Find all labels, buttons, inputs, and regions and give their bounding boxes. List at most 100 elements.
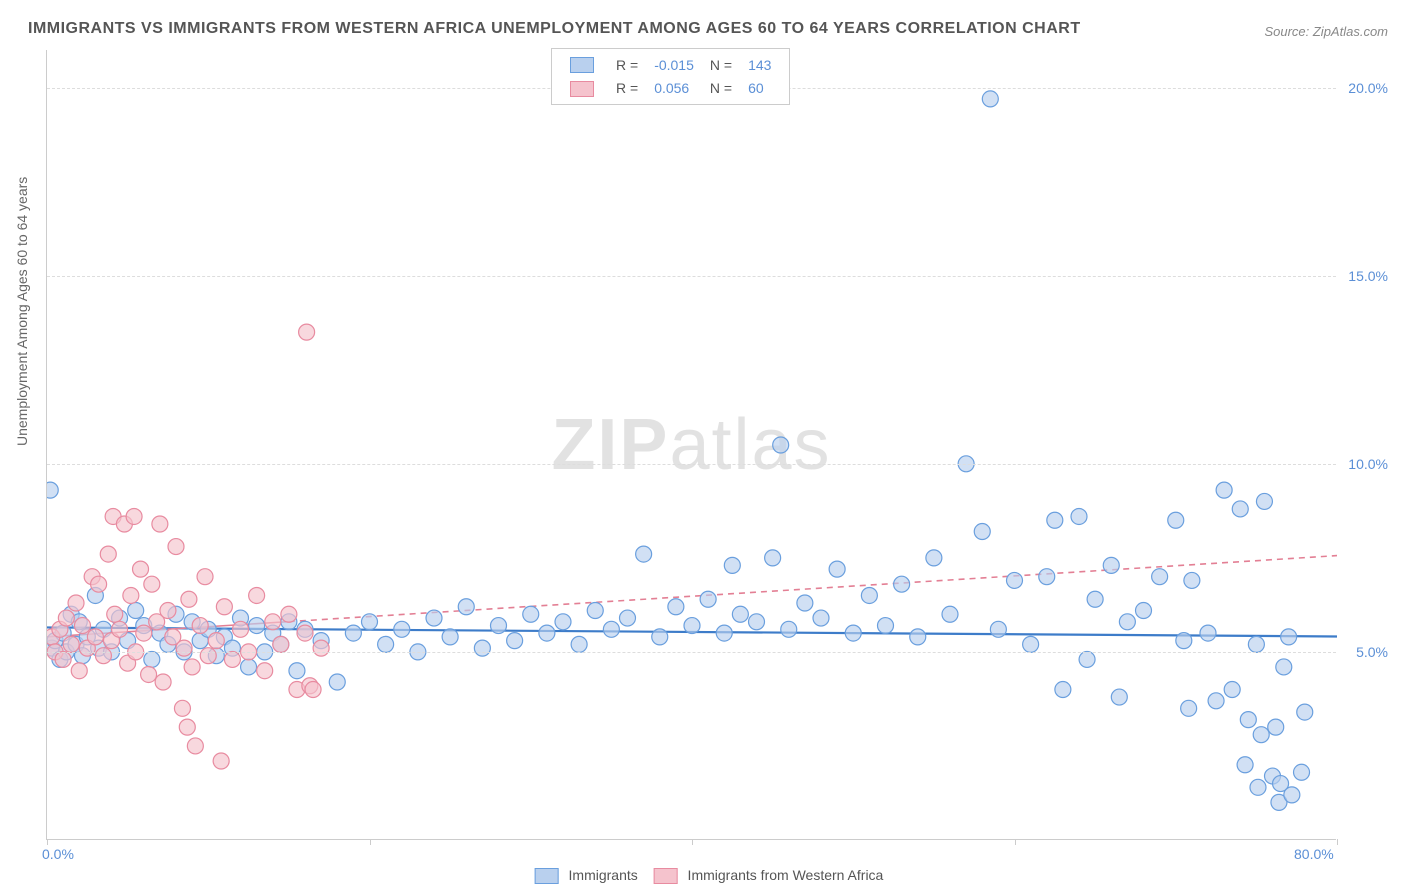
x-tick bbox=[1337, 839, 1338, 845]
data-point bbox=[1284, 787, 1300, 803]
y-axis-label: Unemployment Among Ages 60 to 64 years bbox=[14, 177, 30, 446]
n-label-2: N = bbox=[702, 76, 740, 99]
legend-bottom-label-1: Immigrants bbox=[569, 867, 638, 883]
x-tick bbox=[47, 839, 48, 845]
scatter-svg bbox=[47, 50, 1337, 840]
data-point bbox=[700, 591, 716, 607]
data-point bbox=[249, 618, 265, 634]
data-point bbox=[265, 614, 281, 630]
legend-bottom-label-2: Immigrants from Western Africa bbox=[688, 867, 884, 883]
data-point bbox=[241, 659, 257, 675]
data-point bbox=[974, 524, 990, 540]
data-point bbox=[68, 595, 84, 611]
source-label: Source: ZipAtlas.com bbox=[1264, 24, 1388, 39]
data-point bbox=[1119, 614, 1135, 630]
legend-bottom-swatch-1 bbox=[535, 868, 559, 884]
data-point bbox=[603, 621, 619, 637]
data-point bbox=[184, 659, 200, 675]
data-point bbox=[1047, 512, 1063, 528]
chart-container: IMMIGRANTS VS IMMIGRANTS FROM WESTERN AF… bbox=[0, 0, 1406, 892]
data-point bbox=[208, 633, 224, 649]
data-point bbox=[213, 753, 229, 769]
data-point bbox=[636, 546, 652, 562]
data-point bbox=[128, 603, 144, 619]
legend-table: R = -0.015 N = 143 R = 0.056 N = 60 bbox=[562, 53, 779, 100]
data-point bbox=[813, 610, 829, 626]
data-point bbox=[329, 674, 345, 690]
data-point bbox=[523, 606, 539, 622]
data-point bbox=[878, 618, 894, 634]
data-point bbox=[491, 618, 507, 634]
data-point bbox=[1071, 508, 1087, 524]
y-tick-label: 15.0% bbox=[1348, 268, 1388, 284]
legend-swatch-1 bbox=[570, 57, 594, 73]
data-point bbox=[1232, 501, 1248, 517]
data-point bbox=[87, 629, 103, 645]
legend-bottom: Immigrants Immigrants from Western Afric… bbox=[523, 867, 884, 884]
data-point bbox=[249, 587, 265, 603]
data-point bbox=[299, 324, 315, 340]
data-point bbox=[160, 603, 176, 619]
data-point bbox=[749, 614, 765, 630]
data-point bbox=[507, 633, 523, 649]
data-point bbox=[378, 636, 394, 652]
data-point bbox=[141, 666, 157, 682]
data-point bbox=[224, 651, 240, 667]
data-point bbox=[123, 587, 139, 603]
data-point bbox=[152, 516, 168, 532]
data-point bbox=[313, 640, 329, 656]
data-point bbox=[179, 719, 195, 735]
data-point bbox=[894, 576, 910, 592]
data-point bbox=[176, 640, 192, 656]
n-label-1: N = bbox=[702, 53, 740, 76]
grid-line bbox=[47, 276, 1336, 277]
data-point bbox=[474, 640, 490, 656]
data-point bbox=[1079, 651, 1095, 667]
data-point bbox=[100, 546, 116, 562]
data-point bbox=[458, 599, 474, 615]
data-point bbox=[1111, 689, 1127, 705]
n-value-1: 143 bbox=[740, 53, 779, 76]
data-point bbox=[926, 550, 942, 566]
data-point bbox=[1253, 727, 1269, 743]
data-point bbox=[289, 663, 305, 679]
y-tick-label: 10.0% bbox=[1348, 456, 1388, 472]
data-point bbox=[305, 682, 321, 698]
data-point bbox=[732, 606, 748, 622]
r-label-1: R = bbox=[608, 53, 646, 76]
data-point bbox=[781, 621, 797, 637]
data-point bbox=[1281, 629, 1297, 645]
data-point bbox=[192, 618, 208, 634]
r-value-1: -0.015 bbox=[646, 53, 702, 76]
data-point bbox=[1248, 636, 1264, 652]
data-point bbox=[144, 651, 160, 667]
data-point bbox=[174, 700, 190, 716]
data-point bbox=[1294, 764, 1310, 780]
x-tick bbox=[370, 839, 371, 845]
data-point bbox=[1152, 569, 1168, 585]
data-point bbox=[112, 621, 128, 637]
data-point bbox=[797, 595, 813, 611]
data-point bbox=[1224, 682, 1240, 698]
data-point bbox=[1055, 682, 1071, 698]
data-point bbox=[281, 606, 297, 622]
data-point bbox=[273, 636, 289, 652]
data-point bbox=[668, 599, 684, 615]
data-point bbox=[200, 648, 216, 664]
data-point bbox=[1250, 779, 1266, 795]
data-point bbox=[1087, 591, 1103, 607]
legend-swatch-cell-2 bbox=[562, 76, 608, 99]
data-point bbox=[990, 621, 1006, 637]
data-point bbox=[1007, 572, 1023, 588]
n-value-2: 60 bbox=[740, 76, 779, 99]
legend-bottom-swatch-2 bbox=[654, 868, 678, 884]
data-point bbox=[1276, 659, 1292, 675]
data-point bbox=[426, 610, 442, 626]
legend-row-2: R = 0.056 N = 60 bbox=[562, 76, 779, 99]
r-label-2: R = bbox=[608, 76, 646, 99]
chart-title: IMMIGRANTS VS IMMIGRANTS FROM WESTERN AF… bbox=[28, 20, 1081, 38]
data-point bbox=[1237, 757, 1253, 773]
data-point bbox=[136, 625, 152, 641]
data-point bbox=[1176, 633, 1192, 649]
data-point bbox=[1136, 603, 1152, 619]
